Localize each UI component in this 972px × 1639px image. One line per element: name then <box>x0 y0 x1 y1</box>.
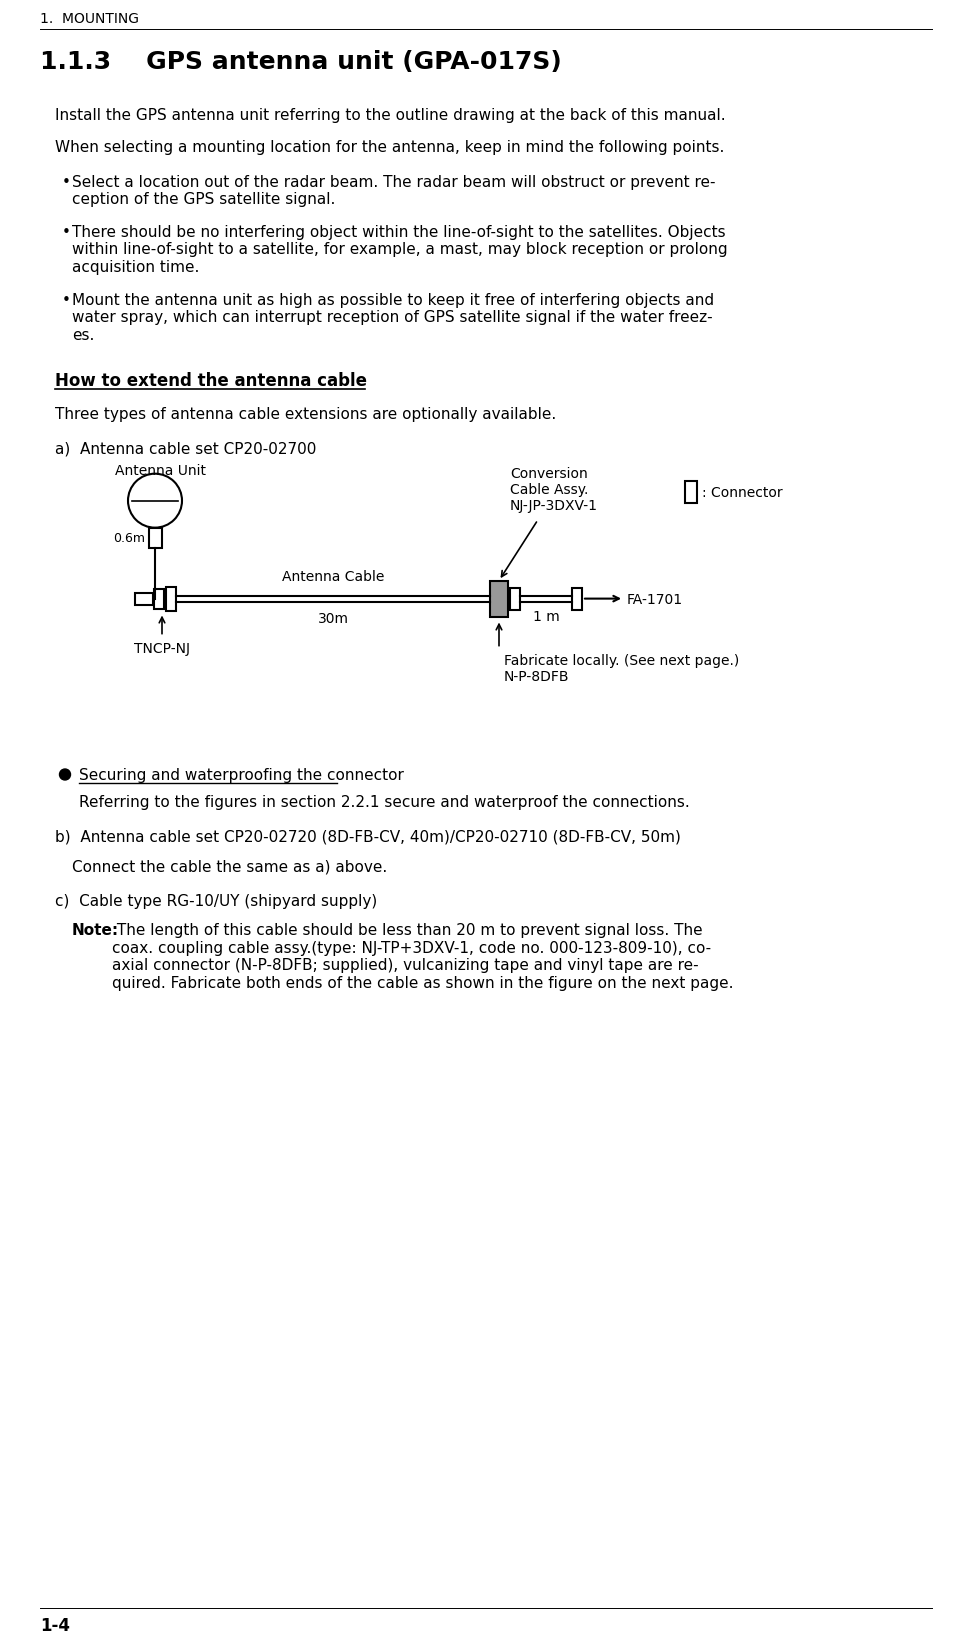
Bar <box>166 587 176 611</box>
Text: 1-4: 1-4 <box>40 1616 70 1634</box>
Text: The length of this cable should be less than 20 m to prevent signal loss. The
co: The length of this cable should be less … <box>112 923 734 990</box>
Text: Antenna Unit: Antenna Unit <box>115 464 205 477</box>
Text: FA-1701: FA-1701 <box>627 592 683 606</box>
Text: 1.1.3    GPS antenna unit (GPA-017S): 1.1.3 GPS antenna unit (GPA-017S) <box>40 49 562 74</box>
Text: Referring to the figures in section 2.2.1 secure and waterproof the connections.: Referring to the figures in section 2.2.… <box>79 795 690 810</box>
Bar <box>149 528 161 549</box>
Text: How to extend the antenna cable: How to extend the antenna cable <box>55 372 367 390</box>
Text: Securing and waterproofing the connector: Securing and waterproofing the connector <box>79 767 404 782</box>
Text: •: • <box>62 225 71 239</box>
Bar <box>154 590 164 610</box>
Bar <box>510 588 520 610</box>
Text: Note:: Note: <box>72 923 120 938</box>
Circle shape <box>59 770 71 780</box>
Text: Connect the cable the same as a) above.: Connect the cable the same as a) above. <box>72 859 387 874</box>
Text: 1.  MOUNTING: 1. MOUNTING <box>40 11 139 26</box>
Text: •: • <box>62 293 71 308</box>
Text: Conversion
Cable Assy.
NJ-JP-3DXV-1: Conversion Cable Assy. NJ-JP-3DXV-1 <box>510 467 598 513</box>
Text: 1 m: 1 m <box>533 610 559 623</box>
Text: Select a location out of the radar beam. The radar beam will obstruct or prevent: Select a location out of the radar beam.… <box>72 175 715 207</box>
Text: a)  Antenna cable set CP20-02700: a) Antenna cable set CP20-02700 <box>55 441 316 456</box>
Text: Three types of antenna cable extensions are optionally available.: Three types of antenna cable extensions … <box>55 406 556 421</box>
Bar <box>572 588 582 610</box>
Text: Mount the antenna unit as high as possible to keep it free of interfering object: Mount the antenna unit as high as possib… <box>72 293 714 343</box>
Bar <box>685 482 697 503</box>
Text: 0.6m: 0.6m <box>114 531 146 544</box>
Text: There should be no interfering object within the line-of-sight to the satellites: There should be no interfering object wi… <box>72 225 728 274</box>
Text: Fabricate locally. (See next page.)
N-P-8DFB: Fabricate locally. (See next page.) N-P-… <box>504 654 740 683</box>
Text: TNCP-NJ: TNCP-NJ <box>134 641 190 656</box>
Text: •: • <box>62 175 71 190</box>
Text: Install the GPS antenna unit referring to the outline drawing at the back of thi: Install the GPS antenna unit referring t… <box>55 108 726 123</box>
Bar <box>490 582 508 618</box>
Text: 30m: 30m <box>318 611 349 624</box>
Text: Antenna Cable: Antenna Cable <box>282 569 384 583</box>
Text: When selecting a mounting location for the antenna, keep in mind the following p: When selecting a mounting location for t… <box>55 139 724 154</box>
Text: b)  Antenna cable set CP20-02720 (8D-FB-CV, 40m)/CP20-02710 (8D-FB-CV, 50m): b) Antenna cable set CP20-02720 (8D-FB-C… <box>55 829 680 844</box>
Text: c)  Cable type RG-10/UY (shipyard supply): c) Cable type RG-10/UY (shipyard supply) <box>55 893 377 910</box>
Bar <box>135 593 153 605</box>
Text: : Connector: : Connector <box>702 485 782 500</box>
